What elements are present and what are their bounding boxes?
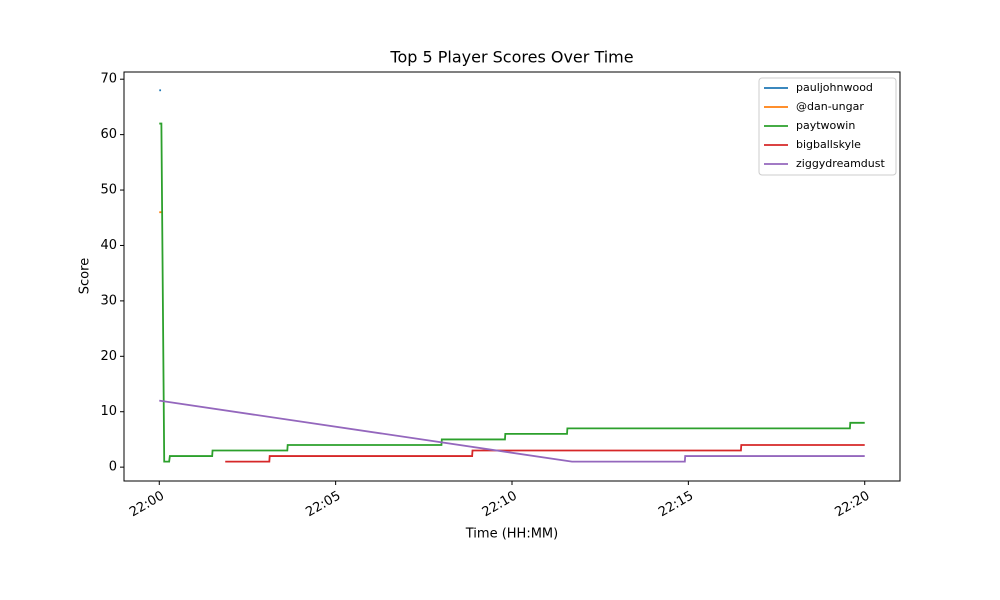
plot-frame [123,71,901,482]
legend-label: @dan-ungar [796,100,864,113]
line [159,399,865,463]
y-axis-label: Score [78,258,93,294]
legend-label: paytwowin [796,119,855,132]
chart-title: Top 5 Player Scores Over Time [389,48,633,67]
y-tick-label: 20 [100,349,117,364]
legend-label: bigballskyle [796,138,861,151]
line [225,444,865,463]
x-axis-label: Time (HH:MM) [465,527,558,542]
y-tick-label: 10 [100,404,117,419]
y-tick-label: 50 [100,183,117,198]
line [159,122,865,463]
y-tick-label: 70 [100,72,117,87]
y-tick-label: 30 [100,293,117,308]
legend-label: ziggydreamdust [796,157,885,170]
y-tick-label: 60 [100,127,117,142]
legend-label: pauljohnwood [796,81,873,94]
legend-box [758,77,897,176]
y-tick-label: 0 [109,460,117,475]
y-tick-label: 40 [100,238,117,253]
legend: pauljohnwood @dan-ungar paytwowin bigballsk… [758,77,897,176]
